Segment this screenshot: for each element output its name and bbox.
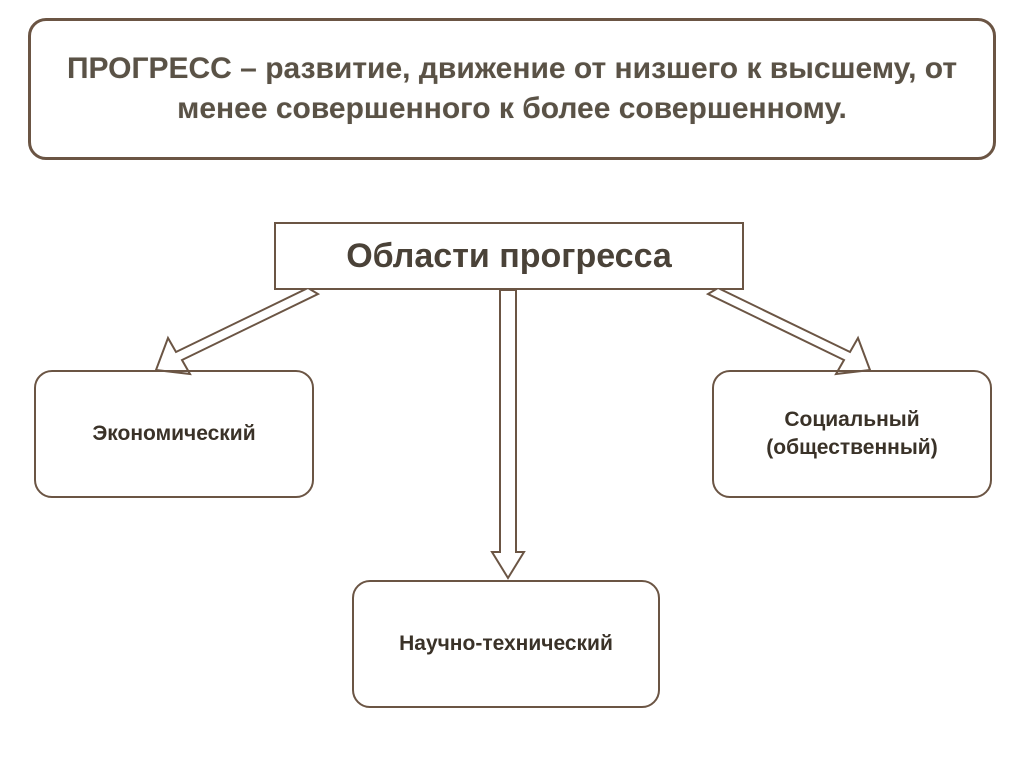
definition-text: ПРОГРЕСС – развитие, движение от низшего… — [51, 49, 973, 130]
scientific-label: Научно-технический — [399, 630, 613, 658]
arrow-right — [696, 288, 876, 376]
arrow-left — [150, 288, 330, 376]
areas-title-text: Области прогресса — [346, 237, 672, 276]
arrow-middle — [490, 290, 526, 582]
social-label: Социальный (общественный) — [724, 406, 980, 463]
definition-box: ПРОГРЕСС – развитие, движение от низшего… — [28, 18, 996, 160]
social-node: Социальный (общественный) — [712, 370, 992, 498]
economic-label: Экономический — [92, 420, 255, 448]
economic-node: Экономический — [34, 370, 314, 498]
areas-title-box: Области прогресса — [274, 222, 744, 290]
scientific-node: Научно-технический — [352, 580, 660, 708]
